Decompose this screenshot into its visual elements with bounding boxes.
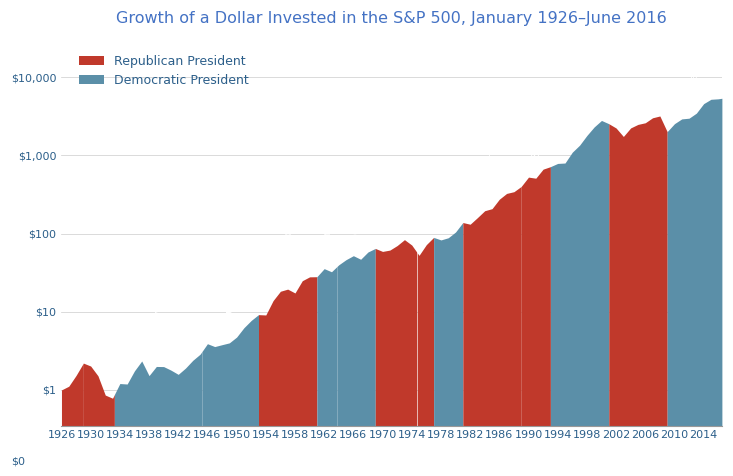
Text: Truman: Truman xyxy=(225,283,235,322)
Title: Growth of a Dollar Invested in the S&P 500, January 1926–June 2016: Growth of a Dollar Invested in the S&P 5… xyxy=(117,11,667,26)
Text: Ford: Ford xyxy=(420,204,430,227)
Text: $0: $0 xyxy=(12,456,26,466)
Text: Johnson: Johnson xyxy=(351,196,361,237)
Text: Eisenhower: Eisenhower xyxy=(283,209,292,269)
Text: Obama: Obama xyxy=(690,57,699,94)
Text: Kennedy: Kennedy xyxy=(322,205,332,250)
Text: Clinton: Clinton xyxy=(575,88,585,125)
Text: Bush: Bush xyxy=(633,79,643,104)
Text: Bush: Bush xyxy=(531,132,541,158)
Text: Coolidge: Coolidge xyxy=(58,324,67,369)
Legend: Republican President, Democratic President: Republican President, Democratic Preside… xyxy=(74,50,254,92)
Text: Carter: Carter xyxy=(443,185,453,218)
Text: Reagan: Reagan xyxy=(487,150,497,188)
Text: Nixon: Nixon xyxy=(391,197,401,226)
Text: Hoover: Hoover xyxy=(94,321,104,358)
Text: Roosevelt: Roosevelt xyxy=(153,296,163,347)
